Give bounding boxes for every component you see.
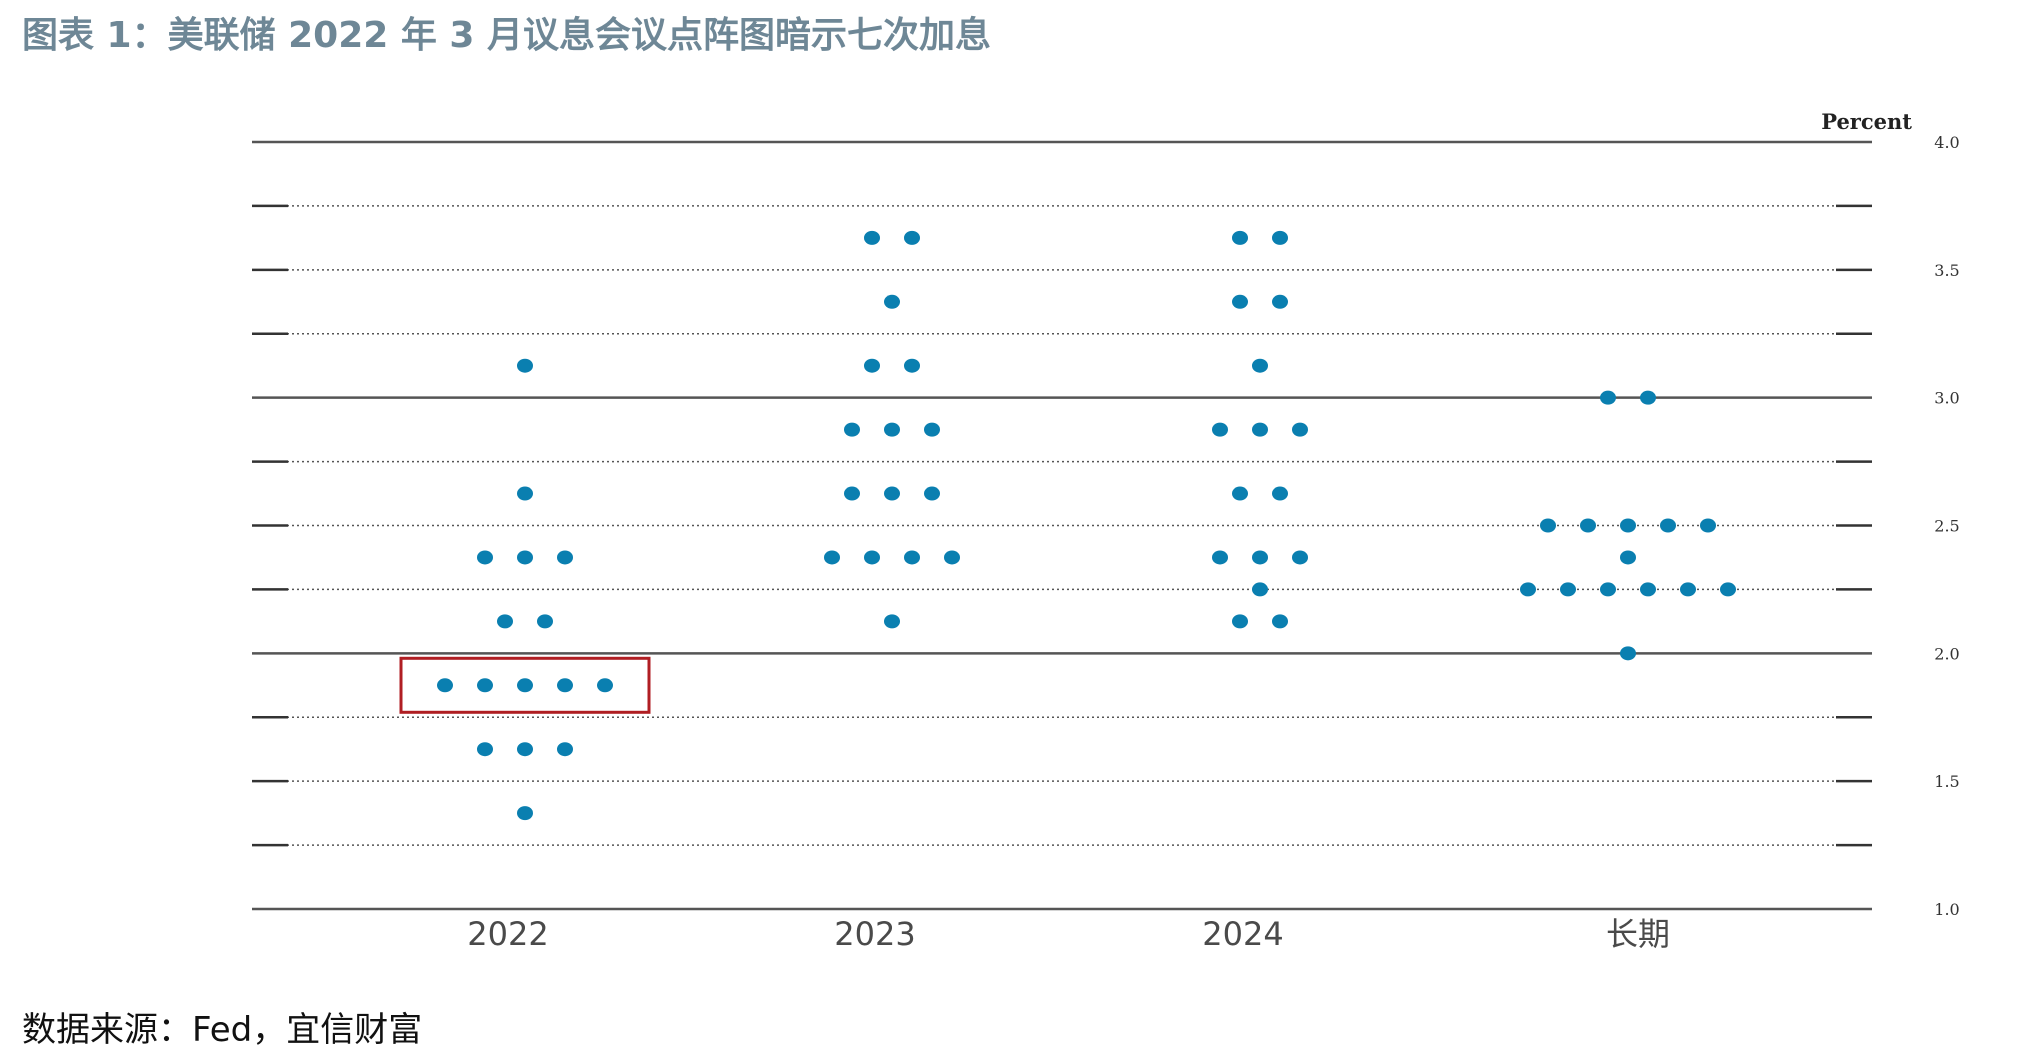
participant-dot xyxy=(1272,614,1288,629)
participant-dot xyxy=(824,550,840,565)
participant-dot xyxy=(537,614,553,629)
participant-dot xyxy=(884,294,900,309)
source-note: 数据来源：Fed，宜信财富 xyxy=(22,1010,423,1050)
participant-dot xyxy=(904,358,920,373)
y-tick-label: 1.0 xyxy=(1934,900,1959,919)
participant-dot xyxy=(844,486,860,501)
participant-dot xyxy=(517,358,533,373)
participant-dot xyxy=(884,486,900,501)
participant-dot xyxy=(1252,358,1268,373)
participant-dot xyxy=(1232,230,1248,245)
participant-dot xyxy=(844,422,860,437)
participant-dot xyxy=(517,486,533,501)
participant-dot xyxy=(884,614,900,629)
participant-dot xyxy=(517,678,533,693)
x-tick-label: 2022 xyxy=(467,915,548,953)
participant-dot xyxy=(497,614,513,629)
x-tick-label: 2024 xyxy=(1202,915,1283,953)
participant-dot xyxy=(1232,486,1248,501)
participant-dot xyxy=(884,422,900,437)
participant-dot xyxy=(1292,550,1308,565)
participant-dot xyxy=(864,358,880,373)
grid-lines xyxy=(252,140,1872,911)
participant-dot xyxy=(597,678,613,693)
participant-dot xyxy=(1272,230,1288,245)
participant-dot xyxy=(477,678,493,693)
participant-dot xyxy=(944,550,960,565)
x-axis-ticks: 2022 2023 2024 长期 xyxy=(467,915,1670,953)
participant-dot xyxy=(517,806,533,821)
participant-dot xyxy=(864,550,880,565)
participant-dot xyxy=(1560,582,1576,597)
y-tick-label: 1.5 xyxy=(1934,772,1959,791)
y-unit-label: Percent xyxy=(1821,109,1912,134)
participant-dot xyxy=(1580,518,1596,533)
y-tick-label: 2.5 xyxy=(1934,517,1959,536)
y-tick-label: 2.0 xyxy=(1934,644,1959,663)
participant-dot xyxy=(924,486,940,501)
participant-dot xyxy=(517,550,533,565)
highlight-box xyxy=(399,656,651,714)
participant-dot xyxy=(1680,582,1696,597)
participant-dot xyxy=(477,742,493,757)
y-tick-label: 3.5 xyxy=(1934,261,1959,280)
x-tick-label: 2023 xyxy=(834,915,915,953)
participant-dot xyxy=(1232,294,1248,309)
participant-dot xyxy=(557,742,573,757)
chart-title: 图表 1：美联储 2022 年 3 月议息会议点阵图暗示七次加息 xyxy=(22,15,991,56)
participant-dot xyxy=(1272,486,1288,501)
participant-dot xyxy=(904,550,920,565)
participant-dot xyxy=(1212,422,1228,437)
participant-dot xyxy=(1600,390,1616,405)
participant-dot xyxy=(1252,550,1268,565)
participant-dot xyxy=(1292,422,1308,437)
dots-layer xyxy=(437,230,1736,821)
participant-dot xyxy=(1640,390,1656,405)
y-axis-ticks: 1.0 1.5 2.0 2.5 3.0 3.5 4.0 xyxy=(1934,133,1959,919)
participant-dot xyxy=(557,550,573,565)
participant-dot xyxy=(1540,518,1556,533)
y-tick-label: 4.0 xyxy=(1934,133,1959,152)
participant-dot xyxy=(1640,582,1656,597)
participant-dot xyxy=(1252,422,1268,437)
participant-dot xyxy=(557,678,573,693)
participant-dot xyxy=(1620,518,1636,533)
participant-dot xyxy=(437,678,453,693)
participant-dot xyxy=(1272,294,1288,309)
participant-dot xyxy=(1520,582,1536,597)
participant-dot xyxy=(924,422,940,437)
x-tick-label: 长期 xyxy=(1606,915,1670,953)
participant-dot xyxy=(1232,614,1248,629)
participant-dot xyxy=(477,550,493,565)
participant-dot xyxy=(1600,582,1616,597)
participant-dot xyxy=(864,230,880,245)
participant-dot xyxy=(1700,518,1716,533)
participant-dot xyxy=(1252,582,1268,597)
participant-dot xyxy=(904,230,920,245)
participant-dot xyxy=(1620,550,1636,565)
participant-dot xyxy=(1212,550,1228,565)
y-tick-label: 3.0 xyxy=(1934,389,1959,408)
participant-dot xyxy=(1660,518,1676,533)
participant-dot xyxy=(517,742,533,757)
participant-dot xyxy=(1720,582,1736,597)
participant-dot xyxy=(1620,646,1636,661)
